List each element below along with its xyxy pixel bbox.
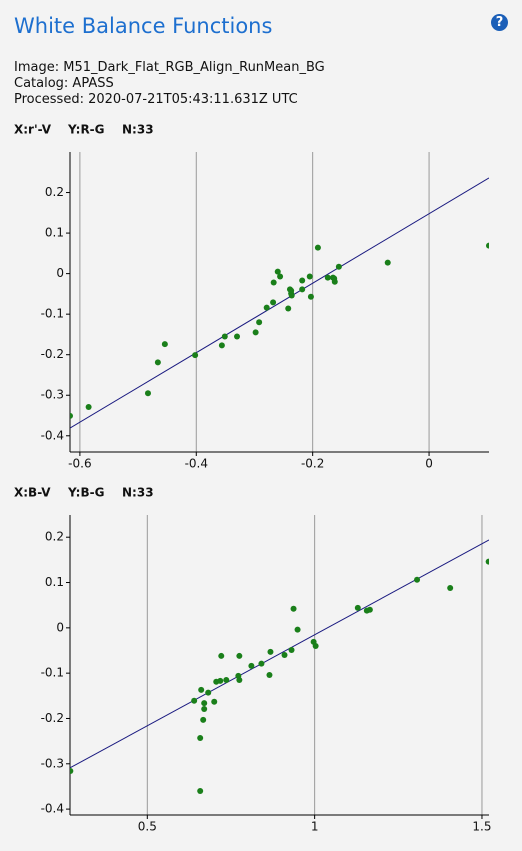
data-point: [354, 604, 361, 611]
data-point: [223, 676, 230, 683]
data-point: [211, 698, 218, 705]
data-point: [331, 278, 338, 285]
fit-line: [70, 177, 489, 429]
data-point: [299, 277, 306, 284]
y-axis-label: Y:R-G: [67, 123, 105, 137]
data-point: [285, 305, 292, 312]
data-point: [235, 672, 242, 679]
data-point: [274, 268, 281, 275]
data-point: [447, 584, 454, 591]
data-point: [307, 293, 314, 300]
data-point: [218, 652, 225, 659]
data-point: [70, 412, 73, 419]
data-point: [258, 660, 265, 667]
data-point: [197, 734, 204, 741]
x-tick-label: -0.6: [68, 457, 91, 471]
plot: -0.6 -0.4 -0.2 0 -0.4 -0.3 -0.2 -0.1 0 0.1 0.2: [41, 152, 489, 471]
data-point: [306, 273, 313, 280]
y-tick-label: 0.1: [45, 575, 64, 589]
x-tick-label: -0.2: [301, 457, 324, 471]
data-point: [270, 279, 277, 286]
y-tick-label: -0.2: [41, 711, 64, 725]
x-axis-label: X:r'-V: [14, 123, 52, 137]
data-point: [263, 304, 270, 311]
data-point: [288, 292, 295, 299]
info-line: Catalog: APASS: [14, 76, 114, 91]
data-point: [366, 606, 373, 613]
y-tick-label: -0.1: [41, 307, 64, 321]
data-point: [414, 576, 421, 583]
data-point: [294, 626, 301, 633]
data-point: [277, 273, 284, 280]
data-point: [248, 662, 255, 669]
info-line: Image: M51_Dark_Flat_RGB_Align_RunMean_B…: [14, 60, 325, 75]
plot-content: [70, 177, 489, 429]
data-point: [70, 768, 74, 775]
data-point: [200, 716, 207, 723]
data-point: [314, 244, 321, 251]
data-point: [161, 341, 168, 348]
data-point: [252, 329, 259, 336]
y-tick-label: -0.1: [41, 666, 64, 680]
x-tick-label: -0.4: [185, 457, 208, 471]
data-point: [485, 558, 489, 565]
y-tick-label: 0.2: [45, 185, 64, 199]
data-point: [312, 642, 319, 649]
data-point: [191, 697, 198, 704]
y-tick-label: 0.1: [45, 226, 64, 240]
y-tick-label: -0.4: [41, 428, 64, 442]
data-point: [266, 671, 273, 678]
data-point: [256, 319, 263, 326]
data-point: [486, 242, 489, 249]
info-line: Processed: 2020-07-21T05:43:11.631Z UTC: [14, 92, 298, 107]
x-tick-label: 0.5: [138, 820, 157, 834]
data-point: [217, 677, 224, 684]
data-point: [234, 333, 241, 340]
x-tick-label: 1: [311, 820, 319, 834]
data-point: [384, 259, 391, 266]
data-point: [198, 686, 205, 693]
data-point: [267, 648, 274, 655]
y-tick-label: 0.2: [45, 530, 64, 544]
data-point: [221, 333, 228, 340]
x-tick-label: 0: [425, 457, 433, 471]
data-point: [299, 286, 306, 293]
data-point: [205, 689, 212, 696]
count-label: N:33: [122, 123, 154, 137]
data-point: [335, 263, 342, 270]
data-point: [288, 647, 295, 654]
help-button[interactable]: ?: [491, 14, 508, 31]
data-point: [201, 700, 208, 707]
data-point: [192, 352, 199, 359]
plot: 0.5 1 1.5 -0.4 -0.3 -0.2 -0.1 0 0.1 0.2: [41, 515, 492, 834]
data-point: [197, 787, 204, 794]
y-tick-label: 0: [56, 266, 64, 280]
data-point: [144, 390, 151, 397]
fit-line: [70, 539, 489, 769]
data-point: [270, 299, 277, 306]
data-point: [324, 274, 331, 281]
count-label: N:33: [122, 486, 154, 500]
dialog-title: White Balance Functions: [14, 14, 273, 38]
y-tick-label: -0.3: [41, 756, 64, 770]
y-tick-label: 0: [56, 620, 64, 634]
data-point: [154, 359, 161, 366]
data-point: [201, 705, 208, 712]
y-tick-label: -0.2: [41, 347, 64, 361]
x-tick-label: 1.5: [472, 820, 491, 834]
data-point: [281, 652, 288, 659]
data-point: [218, 342, 225, 349]
y-axis-label: Y:B-G: [67, 486, 104, 500]
data-point: [236, 652, 243, 659]
y-tick-label: -0.3: [41, 388, 64, 402]
data-point: [85, 404, 92, 410]
y-tick-label: -0.4: [41, 802, 64, 816]
data-point: [290, 605, 297, 612]
x-axis-label: X:B-V: [14, 486, 51, 500]
plot-content: [70, 539, 489, 794]
